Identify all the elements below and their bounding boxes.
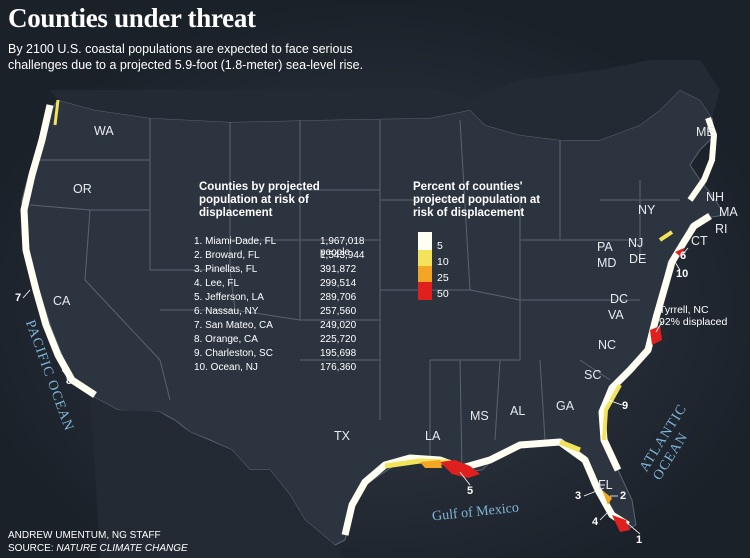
rank-list-title: Counties by projected population at risk… xyxy=(199,181,320,219)
legend-label: 25 xyxy=(437,272,449,284)
rank-name: 9. Charleston, SC xyxy=(194,348,273,359)
subtitle-line-2: challenges due to a projected 5.9-foot (… xyxy=(8,58,364,72)
rank-name: 2. Broward, FL xyxy=(194,250,260,261)
callout-4: 4 xyxy=(592,516,599,528)
rank-value: 225,720 xyxy=(320,334,357,345)
rank-name: 10. Ocean, NJ xyxy=(194,362,258,373)
state-label-tx: TX xyxy=(334,429,350,443)
state-label-nc: NC xyxy=(598,338,617,352)
tyrrell-percent: 92% displaced xyxy=(659,316,728,328)
rank-value: 299,514 xyxy=(320,278,357,289)
canada-land xyxy=(50,60,720,140)
state-label-ms: MS xyxy=(470,409,489,423)
state-label-md: MD xyxy=(597,256,617,270)
callout-5: 5 xyxy=(467,485,474,497)
rank-name: 6. Nassau, NY xyxy=(194,306,259,317)
callout-6: 6 xyxy=(680,250,687,262)
state-label-nj: NJ xyxy=(628,236,644,250)
state-label-or: OR xyxy=(73,182,92,196)
state-label-ca: CA xyxy=(53,294,71,308)
legend-swatch-5 xyxy=(418,232,432,250)
rank-row: 2. Broward, FL 1,543,944 xyxy=(194,250,394,264)
rank-row: 4. Lee, FL 299,514 xyxy=(194,278,394,292)
credit-line: ANDREW UMENTUM, NG STAFF xyxy=(8,530,161,541)
rank-value: 249,020 xyxy=(320,320,357,331)
rank-row: 6. Nassau, NY 257,560 xyxy=(194,306,394,320)
state-label-sc: SC xyxy=(584,368,602,382)
source-line: SOURCE: NATURE CLIMATE CHANGE xyxy=(8,543,188,554)
callout-lines xyxy=(22,247,689,535)
legend-swatch-25 xyxy=(418,266,432,282)
state-borders xyxy=(29,118,680,473)
state-label-fl: FL xyxy=(598,478,613,492)
rank-row: 7. San Mateo, CA 249,020 xyxy=(194,320,394,334)
legend-title: Percent of counties' projected populatio… xyxy=(413,181,541,219)
state-label-ct: CT xyxy=(691,234,708,248)
callout-1: 1 xyxy=(636,534,643,546)
callout-8: 8 xyxy=(66,375,73,387)
rank-row: 1. Miami-Dade, FL 1,967,018 people xyxy=(194,236,394,258)
page-title: Counties under threat xyxy=(8,3,256,33)
state-label-ma: MA xyxy=(719,205,738,219)
state-label-wa: WA xyxy=(94,124,114,138)
state-label-pa: PA xyxy=(597,240,613,254)
rank-row: 9. Charleston, SC 195,698 xyxy=(194,348,394,362)
callout-2: 2 xyxy=(620,490,627,502)
rank-name: 7. San Mateo, CA xyxy=(194,320,273,331)
legend-swatch-10 xyxy=(418,250,432,266)
rank-row: 10. Ocean, NJ 176,360 xyxy=(194,362,394,376)
state-label-ny: NY xyxy=(638,203,656,217)
source-name: NATURE CLIMATE CHANGE xyxy=(56,543,188,554)
callout-7: 7 xyxy=(15,292,22,304)
state-label-me: ME xyxy=(696,125,715,139)
rank-name: 5. Jefferson, LA xyxy=(194,292,264,303)
callout-3: 3 xyxy=(575,490,582,502)
rank-name: 3. Pinellas, FL xyxy=(194,264,258,275)
legend-label: 50 xyxy=(437,288,449,300)
rank-value: 176,360 xyxy=(320,362,357,373)
tyrrell-callout: Tyrrell, NC 92% displaced xyxy=(659,304,727,328)
state-label-va: VA xyxy=(608,308,624,322)
rank-value: 391,872 xyxy=(320,264,357,275)
legend-label: 5 xyxy=(437,240,443,252)
legend-swatch-50 xyxy=(418,282,432,300)
rank-name: 8. Orange, CA xyxy=(194,334,258,345)
state-label-al: AL xyxy=(510,404,526,418)
rank-value: 195,698 xyxy=(320,348,357,359)
source-prefix: SOURCE: xyxy=(8,543,57,554)
state-label-de: DE xyxy=(629,252,647,266)
state-label-la: LA xyxy=(425,429,441,443)
legend-label: 10 xyxy=(437,256,449,268)
state-label-ri: RI xyxy=(715,222,728,236)
callout-9: 9 xyxy=(622,400,629,412)
rank-value: 1,967,018 people xyxy=(320,236,365,258)
mexico-land xyxy=(90,395,345,558)
rank-value: 257,560 xyxy=(320,306,357,317)
rank-name: 1. Miami-Dade, FL xyxy=(194,236,277,247)
rank-row: 5. Jefferson, LA 289,706 xyxy=(194,292,394,306)
tyrrell-name: Tyrrell, NC xyxy=(659,304,709,316)
state-label-dc: DC xyxy=(610,292,629,306)
high-risk-areas xyxy=(420,248,684,532)
rank-value: 289,706 xyxy=(320,292,357,303)
rank-name: 4. Lee, FL xyxy=(194,278,240,289)
rank-row: 8. Orange, CA 225,720 xyxy=(194,334,394,348)
state-label-nh: NH xyxy=(706,190,725,204)
subtitle-line-1: By 2100 U.S. coastal populations are exp… xyxy=(8,42,353,56)
rank-value: 1,543,944 xyxy=(320,250,365,261)
state-label-ga: GA xyxy=(556,399,575,413)
callout-10: 10 xyxy=(676,268,689,280)
rank-row: 3. Pinellas, FL 391,872 xyxy=(194,264,394,278)
